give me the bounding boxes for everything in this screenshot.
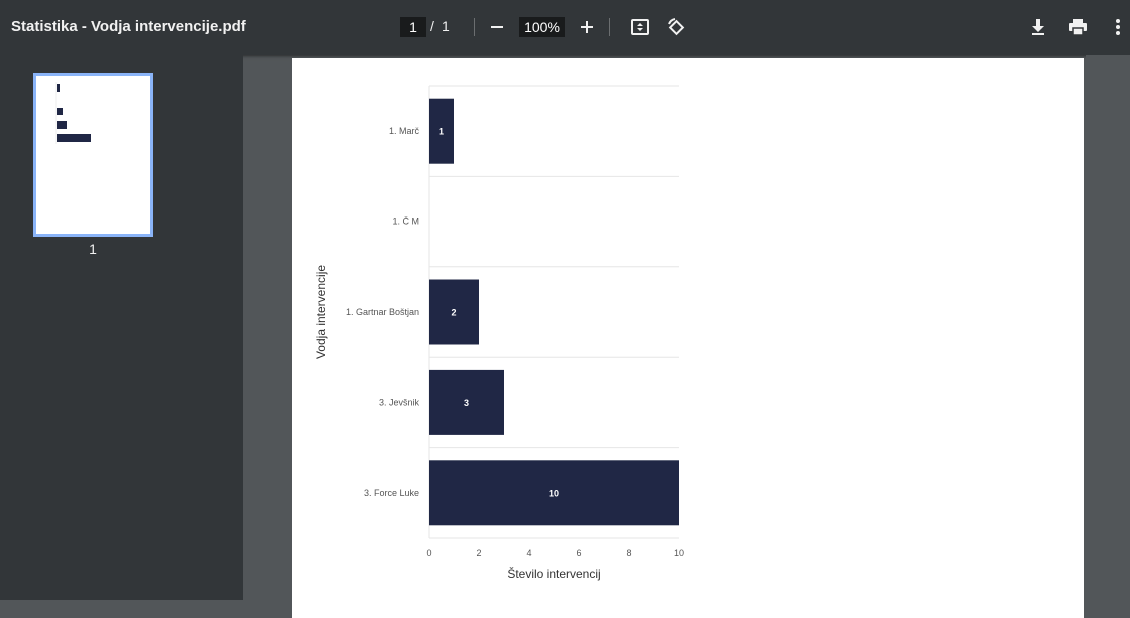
thumbnail-sidebar: 1	[0, 55, 243, 600]
toolbar-divider	[609, 18, 610, 36]
page-separator: /	[430, 18, 434, 34]
bar	[429, 369, 504, 435]
fit-to-page-button[interactable]	[627, 14, 653, 40]
print-button[interactable]	[1065, 14, 1091, 40]
bar	[429, 460, 679, 526]
category-label: 1. Č M	[392, 217, 419, 227]
data-label: 3	[464, 398, 469, 408]
data-label: 10	[549, 488, 559, 498]
x-tick-label: 10	[674, 548, 684, 558]
page-thumbnail[interactable]	[33, 73, 153, 237]
data-label: 1	[439, 127, 444, 137]
more-vert-icon	[1116, 19, 1120, 35]
viewer-margin	[1086, 55, 1130, 600]
x-tick-label: 8	[626, 548, 631, 558]
minus-icon	[491, 26, 503, 28]
category-label: 3. Jevšnik	[379, 397, 420, 407]
download-icon	[1032, 19, 1044, 35]
toolbar-divider	[474, 18, 475, 36]
fit-page-icon	[631, 19, 649, 35]
x-axis-title: Število intervencij	[507, 566, 600, 581]
zoom-out-button[interactable]	[484, 14, 510, 40]
x-tick-label: 4	[526, 548, 531, 558]
rotate-button[interactable]	[663, 14, 689, 40]
x-tick-label: 0	[426, 548, 431, 558]
pdf-toolbar: Statistika - Vodja intervencije.pdf 1 / …	[0, 0, 1130, 55]
bar	[429, 98, 454, 164]
y-axis-title: Vodja intervencije	[314, 265, 328, 359]
printer-icon	[1069, 19, 1087, 36]
page-total: 1	[442, 18, 450, 34]
page-number-input[interactable]: 1	[400, 17, 426, 37]
category-label: 3. Force Luke	[364, 488, 419, 498]
pdf-page: 1. Marč 1 1. Č M 1. Gartnar Boštjan 2 3. Jevš…	[292, 58, 1084, 618]
thumbnail-page-number: 1	[89, 241, 97, 257]
zoom-level-input[interactable]: 100%	[519, 17, 565, 37]
category-label: 1. Marč	[389, 126, 420, 136]
data-label: 2	[451, 308, 456, 318]
document-title: Statistika - Vodja intervencije.pdf	[11, 18, 246, 35]
thumbnail-preview	[55, 82, 91, 144]
bar	[429, 279, 479, 345]
bar-chart: 1. Marč 1 1. Č M 1. Gartnar Boštjan 2 3. Jevš…	[314, 85, 684, 581]
download-button[interactable]	[1025, 14, 1051, 40]
more-actions-button[interactable]	[1105, 14, 1130, 40]
category-label: 1. Gartnar Boštjan	[346, 307, 419, 317]
x-tick-label: 2	[476, 548, 481, 558]
rotate-icon	[668, 18, 685, 36]
zoom-in-button[interactable]	[574, 14, 600, 40]
x-tick-label: 6	[576, 548, 581, 558]
plus-icon	[581, 21, 593, 33]
